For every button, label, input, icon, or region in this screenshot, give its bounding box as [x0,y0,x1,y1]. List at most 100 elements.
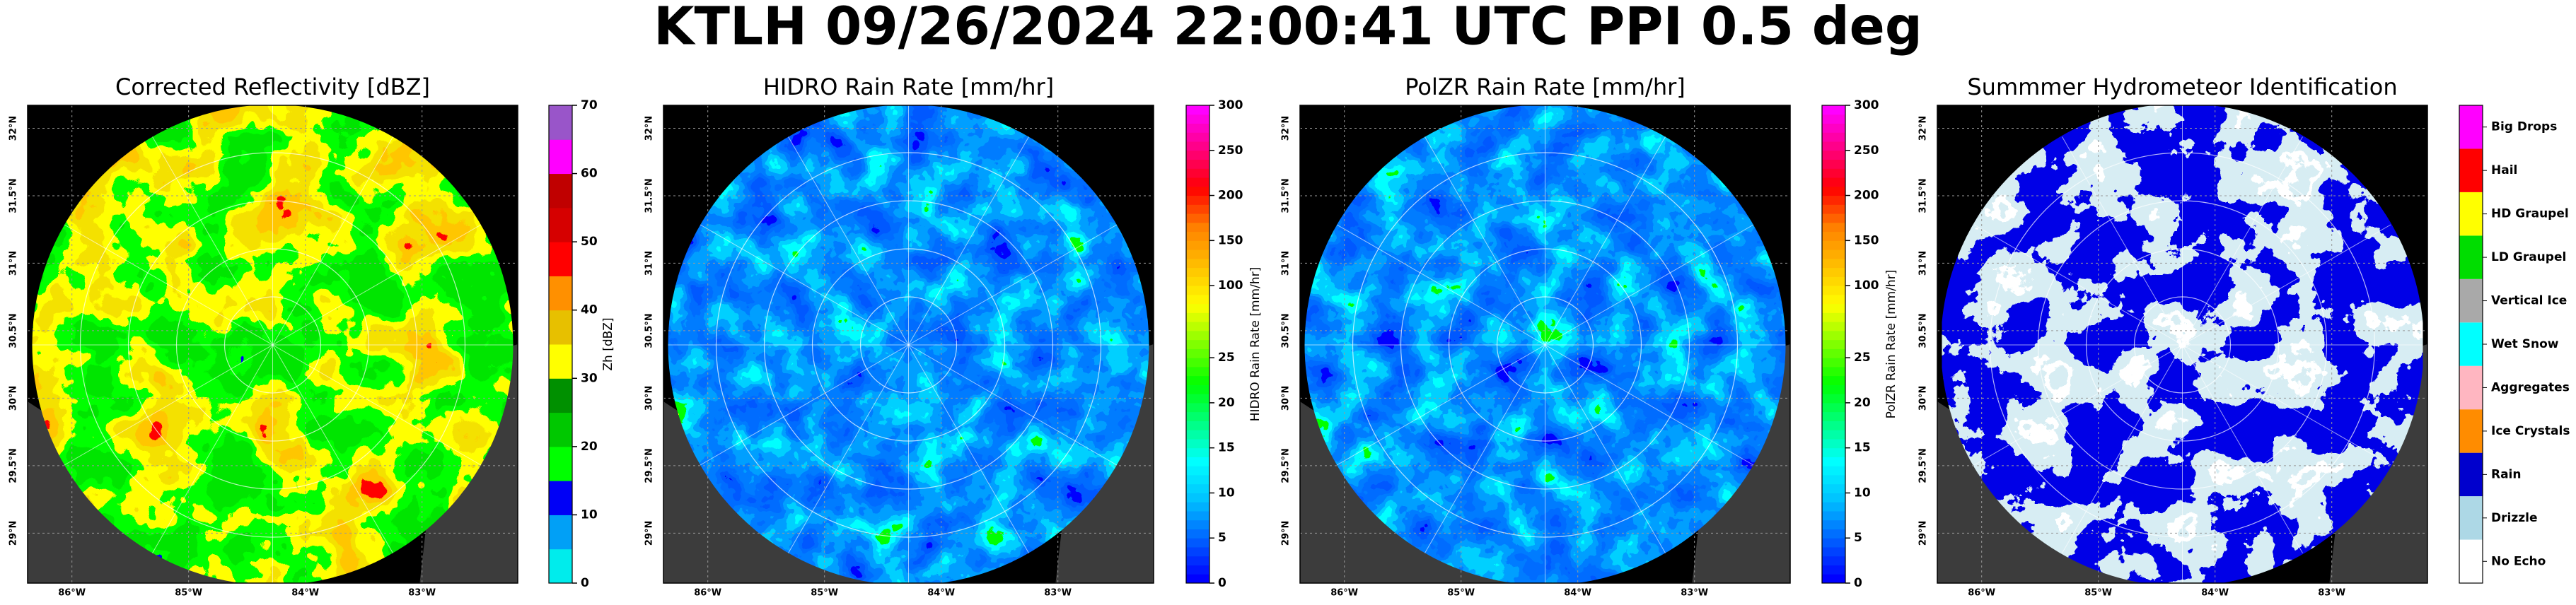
colorbar-segment [1186,393,1209,404]
colorbar-segment [1822,447,1845,457]
colorbar-tick-label: 5 [1218,531,1226,545]
colorbar-segment [1186,528,1209,539]
panel-title: Corrected Reflectivity [dBZ] [115,74,430,100]
colorbar-segment [1822,510,1845,521]
lat-tick-label: 32°N [644,116,655,141]
azimuth-line [2062,344,2183,553]
colorbar-tick-label: 250 [1218,143,1243,158]
lat-tick-label: 30.5°N [8,313,19,348]
azimuth-line [1973,224,2183,346]
colorbar-segment [1186,501,1209,512]
azimuth-line [1545,344,1754,466]
colorbar-segment [1822,294,1845,305]
colorbar-segment [1822,501,1845,512]
panel: PolZR Rain Rate [mm/hr] 86°W 85°W 84°W 83°W 2… [1281,74,1899,599]
colorbar-segment [1822,564,1845,575]
azimuth-line [152,136,273,346]
colorbar-segment [1186,231,1209,241]
colorbar-segment [1822,393,1845,404]
colorbar-segment [1822,276,1845,286]
azimuth-line [908,344,1118,466]
azimuth-line [1336,344,1545,466]
colorbar-tick-label: 70 [581,98,598,112]
colorbar-segment [1822,411,1845,421]
map [1300,105,1790,583]
colorbar-segment [1822,258,1845,269]
azimuth-line [788,136,909,346]
panel-title: Summmer Hydrometeor Identification [1967,74,2397,100]
colorbar-segment [1186,312,1209,322]
colorbar-segment [1186,519,1209,529]
colorbar-segment [1822,420,1845,430]
colorbar-frame [2459,105,2483,584]
colorbar-segment [1186,447,1209,457]
colorbar-tick-label: 0 [1218,576,1226,590]
colorbar-segment [1186,240,1209,250]
colorbar-tick-label: 25 [1854,351,1871,365]
colorbar-segment [1186,222,1209,233]
lat-tick-label: 31.5°N [8,178,19,213]
azimuth-line [700,344,909,466]
lat-tick-label: 30°N [644,386,655,411]
colorbar-segment [1822,312,1845,322]
colorbar-segment [1186,402,1209,413]
colorbar-segment [1186,456,1209,466]
colorbar-segment [549,241,572,276]
colorbar-segment [2459,278,2483,323]
colorbar-category-label: LD Graupel [2491,250,2566,264]
lat-tick-label: 30°N [1281,386,1292,411]
colorbar-tick-label: 10 [1854,486,1871,500]
colorbar-segment [549,310,572,345]
colorbar-segment [549,139,572,175]
lat-tick-label: 32°N [1918,116,1929,141]
lat-tick-label: 31.5°N [644,178,655,213]
colorbar-segment [1186,249,1209,259]
colorbar-segment [1822,366,1845,377]
colorbar-segment [1186,438,1209,449]
lat-tick-label: 29.5°N [1918,448,1929,483]
colorbar-segment [1186,258,1209,269]
lat-tick-label: 32°N [1281,116,1292,141]
lon-tick-label: 86°W [1968,588,1995,599]
colorbar-tick-label: 10 [581,507,598,522]
colorbar-segment [1822,456,1845,466]
colorbar-segment [1822,141,1845,151]
colorbar-segment [1822,402,1845,413]
colorbar-segment [2459,235,2483,279]
map-frame [1937,105,2428,584]
colorbar-segment [1186,411,1209,421]
colorbar-tick-label: 60 [581,167,598,181]
colorbar-segment [2459,148,2483,192]
colorbar-segment [1822,249,1845,259]
colorbar-segment [2459,539,2483,583]
colorbar-segment [1186,195,1209,205]
colorbar-segment [1186,366,1209,377]
colorbar-segment [1186,303,1209,313]
colorbar-segment [1186,177,1209,187]
lon-tick-label: 85°W [175,588,202,599]
colorbar-frame [1821,105,1846,584]
colorbar-tick-label: 0 [1854,576,1862,590]
azimuth-line [152,344,273,553]
azimuth-line [1336,224,1545,346]
lon-tick-label: 84°W [2201,588,2229,599]
colorbar-category-label: Drizzle [2491,511,2537,525]
colorbar-segment [1822,150,1845,160]
colorbar-segment [1186,321,1209,331]
colorbar-label: Zh [dBZ] [601,317,615,370]
colorbar-segment [1822,519,1845,529]
colorbar-segment [1822,213,1845,223]
figure-title: KTLH 09/26/2024 22:00:41 UTC PPI 0.5 deg [654,0,1922,57]
lon-tick-label: 83°W [1681,588,1708,599]
colorbar-segment [1822,474,1845,485]
lon-tick-label: 85°W [811,588,838,599]
colorbar-segment [1822,231,1845,241]
colorbar-segment [1822,375,1845,385]
colorbar-segment [1186,141,1209,151]
colorbar-segment [1822,429,1845,440]
colorbar-tick-label: 100 [1854,278,1879,293]
colorbar-segment [1822,537,1845,548]
azimuth-line [2182,224,2391,346]
colorbar-tick-label: 20 [1218,396,1235,410]
colorbar-segment [1186,429,1209,440]
